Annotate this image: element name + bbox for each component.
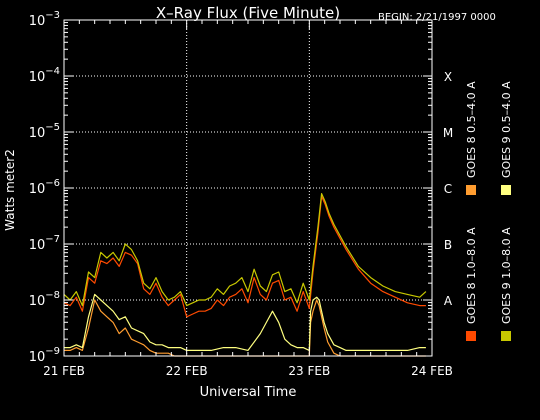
y-tick-base: 10 xyxy=(29,182,46,197)
flare-class-C: C xyxy=(444,182,452,196)
y-tick-base: 10 xyxy=(29,238,46,253)
y-tick-exponent: −7 xyxy=(45,234,60,245)
y-tick-exponent: −8 xyxy=(45,290,60,301)
y-tick-label: 10−6 xyxy=(29,178,60,197)
legend-swatch xyxy=(501,331,511,341)
y-axis-ticks: 10−910−810−710−610−510−410−3 xyxy=(29,10,432,365)
flare-class-M: M xyxy=(443,126,453,140)
x-tick-label: 23 FEB xyxy=(288,364,330,378)
y-tick-exponent: −5 xyxy=(45,122,60,133)
flare-class-labels: A B C M X xyxy=(443,70,453,308)
y-tick-label: 10−4 xyxy=(29,66,60,85)
y-tick-base: 10 xyxy=(29,350,46,365)
legend-label: GOES 8 0.5–4.0 A xyxy=(465,81,478,178)
flare-class-X: X xyxy=(444,70,452,84)
series-line-4 xyxy=(64,293,426,351)
y-tick-base: 10 xyxy=(29,126,46,141)
y-tick-exponent: −3 xyxy=(45,10,60,21)
x-tick-label: 21 FEB xyxy=(43,364,85,378)
y-tick-label: 10−9 xyxy=(29,346,60,365)
begin-date: BEGIN: 2/21/1997 0000 xyxy=(378,12,496,23)
y-tick-exponent: −6 xyxy=(45,178,60,189)
flare-class-A: A xyxy=(444,294,453,308)
x-axis-label: Universal Time xyxy=(200,385,297,400)
y-tick-base: 10 xyxy=(29,294,46,309)
y-tick-label: 10−5 xyxy=(29,122,60,141)
x-tick-label: 24 FEB xyxy=(411,364,453,378)
y-tick-base: 10 xyxy=(29,70,46,85)
legend-swatch xyxy=(501,185,511,195)
series-line-3 xyxy=(63,193,427,307)
y-tick-label: 10−3 xyxy=(29,10,60,29)
legend: GOES 8 1.0–8.0 A GOES 8 0.5–4.0 A GOES 9 1… xyxy=(465,81,513,341)
legend-label: GOES 9 1.0–8.0 A xyxy=(500,227,513,324)
legend-swatch xyxy=(466,185,476,195)
y-tick-exponent: −9 xyxy=(45,346,60,357)
flare-class-B: B xyxy=(444,238,452,252)
y-tick-base: 10 xyxy=(29,14,46,29)
legend-label: GOES 9 0.5–4.0 A xyxy=(500,81,513,178)
series-line-1 xyxy=(63,195,426,318)
y-axis-label: Watts meter2 xyxy=(3,149,17,231)
y-tick-exponent: −4 xyxy=(45,66,60,77)
legend-label: GOES 8 1.0–8.0 A xyxy=(465,227,478,324)
y-tick-label: 10−8 xyxy=(29,290,60,309)
chart-title: X–Ray Flux (Five Minute) xyxy=(156,4,340,22)
x-axis-ticks: 21 FEB 22 FEB 23 FEB 24 FEB xyxy=(43,20,453,378)
legend-swatch xyxy=(466,331,476,341)
y-tick-label: 10−7 xyxy=(29,234,60,253)
x-tick-label: 22 FEB xyxy=(166,364,208,378)
